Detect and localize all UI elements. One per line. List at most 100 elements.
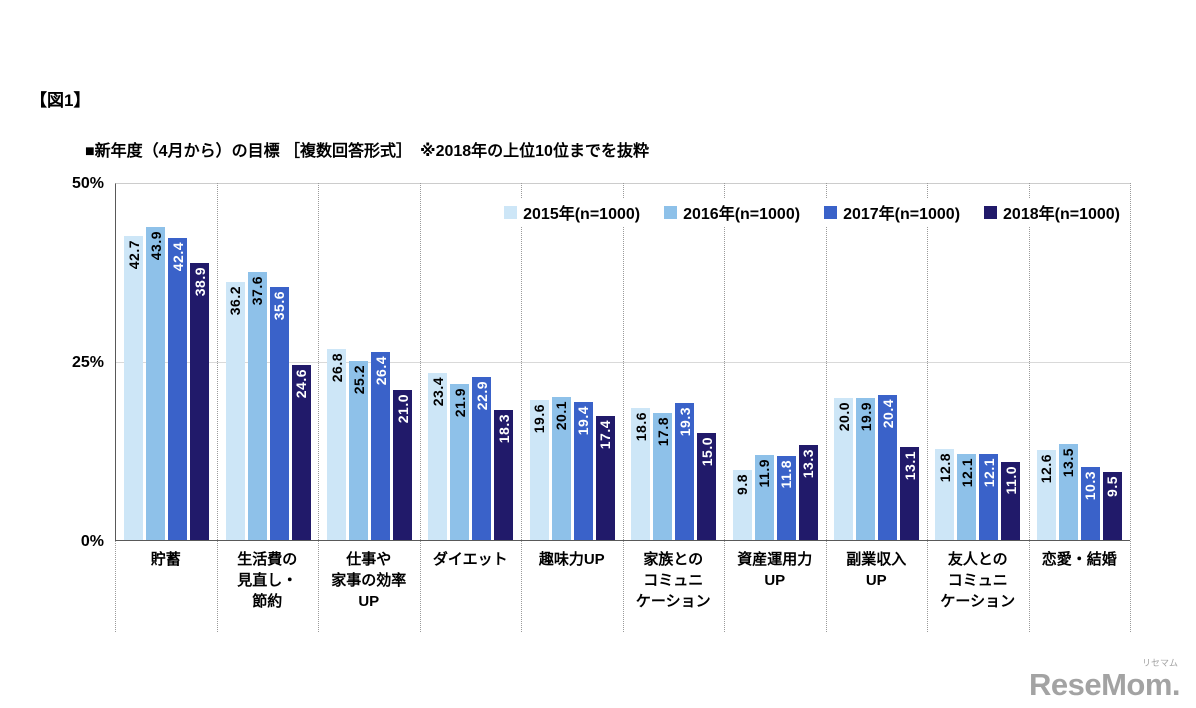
bar: 43.9 <box>146 227 166 540</box>
bar-group: 20.0 19.9 20.4 13.1 <box>826 184 927 540</box>
bar-value-label: 42.7 <box>125 239 142 270</box>
x-axis-label: 生活費の 見直し・ 節約 <box>237 551 298 610</box>
bar-value-label: 10.3 <box>1082 470 1099 500</box>
x-axis-label: ダイエット <box>432 551 508 568</box>
chart-heading: ■新年度（4月から）の目標 ［複数回答形式］ ※2018年の上位10位までを抜粋 <box>85 143 649 160</box>
bar-group: 36.2 37.6 35.6 24.6 <box>217 184 318 540</box>
legend-item: 2017年(n=1000) <box>824 200 960 224</box>
bar-value-label: 19.6 <box>531 404 548 434</box>
resemom-logo: リセマム ReseMom. <box>1029 658 1181 701</box>
bar-value-label: 25.2 <box>350 364 367 394</box>
bar-value-label: 11.0 <box>1002 465 1019 495</box>
bar: 21.9 <box>450 384 470 540</box>
bar: 9.8 <box>732 470 752 540</box>
legend-item: 2018年(n=1000) <box>984 200 1120 224</box>
bar-value-label: 36.2 <box>227 286 244 316</box>
y-tick-0: 0% <box>80 533 104 550</box>
legend-swatch <box>664 205 678 219</box>
bar-value-label: 9.8 <box>734 474 751 496</box>
bar-value-label: 9.5 <box>1104 476 1121 498</box>
bar-group: 12.6 13.5 10.3 9.5 <box>1029 184 1130 540</box>
x-axis-label: 資産運用力 UP <box>737 551 813 589</box>
bar: 36.2 <box>225 282 245 540</box>
bar: 11.0 <box>1001 461 1021 540</box>
bar-value-label: 19.9 <box>857 402 874 432</box>
bar: 13.1 <box>900 446 920 540</box>
bar-value-label: 43.9 <box>147 231 164 261</box>
legend-swatch <box>824 205 838 219</box>
bar-value-label: 12.1 <box>980 457 997 488</box>
bar: 35.6 <box>269 286 289 540</box>
bar: 11.8 <box>776 455 796 540</box>
bar-group: 19.6 20.1 19.4 17.4 <box>522 184 623 540</box>
bar-value-label: 15.0 <box>698 437 715 467</box>
bar: 13.5 <box>1058 443 1078 540</box>
logo-ruby-text: リセマム <box>1141 658 1178 668</box>
bar-value-label: 26.4 <box>372 356 389 386</box>
legend-label: 2016年(n=1000) <box>683 206 801 223</box>
bar-value-label: 18.3 <box>495 413 512 443</box>
bar-value-label: 19.3 <box>676 406 693 436</box>
bar-group: 12.8 12.1 12.1 11.0 <box>927 184 1028 540</box>
bar: 24.6 <box>291 364 311 540</box>
legend-item: 2016年(n=1000) <box>664 200 800 224</box>
bar-value-label: 26.8 <box>328 353 345 383</box>
bar-value-label: 13.1 <box>901 450 918 480</box>
bar-chart-plot: 42.7 43.9 42.4 38.9 36.2 37.6 35.6 24.6 26.8 25.2… <box>115 183 1130 541</box>
x-axis-labels: 貯蓄 生活費の 見直し・ 節約 仕事や 家事の効率 UP ダイエット 趣味力UP 家族との コミュニ… <box>115 549 1130 612</box>
bar: 42.4 <box>168 238 188 540</box>
bar: 18.6 <box>631 407 651 540</box>
bar: 19.6 <box>529 400 549 540</box>
bar-value-label: 23.4 <box>429 377 446 407</box>
bar-value-label: 11.8 <box>778 459 795 489</box>
x-axis-label: 仕事や 家事の効率 UP <box>331 551 407 610</box>
bar-value-label: 12.6 <box>1038 454 1055 484</box>
legend-swatch <box>504 205 518 219</box>
bar-group: 42.7 43.9 42.4 38.9 <box>116 184 217 540</box>
bar: 38.9 <box>190 263 210 540</box>
bar-value-label: 12.8 <box>936 452 953 483</box>
figure-label: 【図1】 <box>30 91 91 110</box>
bar: 20.4 <box>878 394 898 540</box>
bar: 10.3 <box>1080 466 1100 540</box>
bar-value-label: 19.4 <box>575 405 592 436</box>
bar-value-label: 37.6 <box>249 276 266 306</box>
bar: 25.2 <box>349 360 369 540</box>
bar: 21.0 <box>393 390 413 540</box>
bar-value-label: 24.6 <box>293 368 310 399</box>
legend-label: 2018年(n=1000) <box>1003 206 1120 223</box>
x-axis-label: 恋愛・結婚 <box>1041 551 1117 568</box>
bar-value-label: 20.1 <box>553 400 570 431</box>
bar-value-label: 13.5 <box>1060 447 1077 478</box>
bar-value-label: 22.9 <box>473 380 490 411</box>
bar: 19.4 <box>573 401 593 540</box>
bar-group: 18.6 17.8 19.3 15.0 <box>623 184 724 540</box>
bar-value-label: 12.1 <box>958 457 975 488</box>
bar: 26.8 <box>327 349 347 540</box>
y-tick-25: 25% <box>71 354 104 371</box>
x-axis-label: 家族との コミュニ ケーション <box>635 551 711 610</box>
x-axis-label: 貯蓄 <box>150 551 181 568</box>
bar: 12.6 <box>1036 450 1056 540</box>
bar: 19.9 <box>856 398 876 540</box>
bar: 9.5 <box>1102 472 1122 540</box>
bar-value-label: 38.9 <box>191 267 208 297</box>
bar-group: 23.4 21.9 22.9 18.3 <box>420 184 521 540</box>
bar-value-label: 35.6 <box>271 290 288 320</box>
bar-value-label: 11.9 <box>756 459 773 488</box>
bar: 12.1 <box>957 453 977 540</box>
x-axis-label: 趣味力UP <box>538 551 605 568</box>
legend-label: 2017年(n=1000) <box>843 206 961 223</box>
bar-value-label: 13.3 <box>800 449 817 479</box>
bar: 13.3 <box>798 445 818 540</box>
bar: 15.0 <box>697 433 717 540</box>
bar: 12.8 <box>935 448 955 540</box>
bar: 26.4 <box>371 352 391 540</box>
bar: 22.9 <box>472 376 492 540</box>
bar: 19.3 <box>675 402 695 540</box>
legend-label: 2015年(n=1000) <box>523 206 641 223</box>
bar: 11.9 <box>754 455 774 540</box>
bar-value-label: 21.0 <box>394 394 411 424</box>
legend-swatch <box>984 205 998 219</box>
bar: 12.1 <box>979 453 999 540</box>
